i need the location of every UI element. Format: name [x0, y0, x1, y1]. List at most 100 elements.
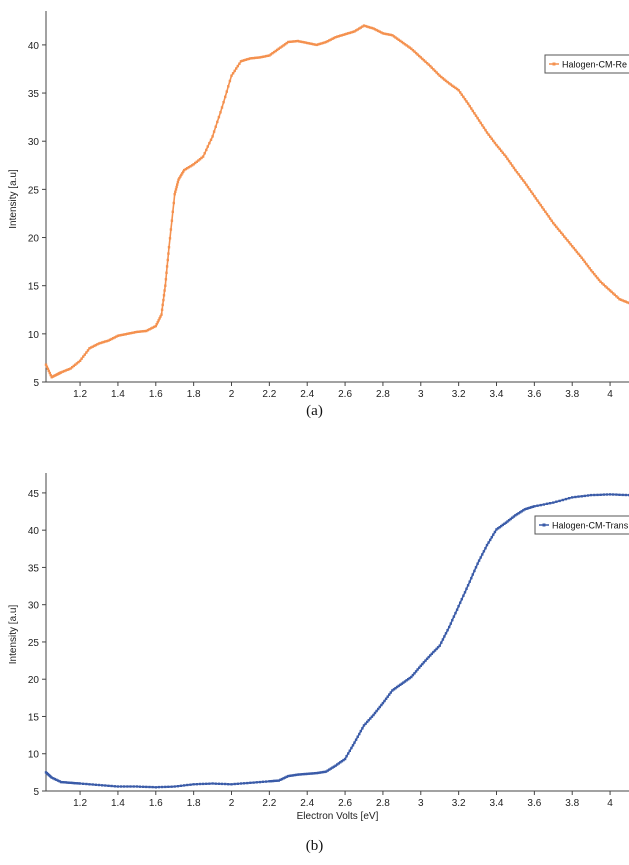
- data-point: [53, 777, 56, 781]
- data-point: [216, 120, 219, 124]
- data-point: [353, 30, 356, 33]
- y-tick-label: 35: [28, 89, 40, 100]
- data-point: [414, 670, 418, 673]
- data-point: [272, 779, 276, 783]
- data-point: [433, 649, 437, 652]
- data-point: [507, 159, 511, 163]
- data-point: [165, 265, 169, 268]
- data-point: [481, 124, 484, 127]
- data-point: [418, 666, 421, 669]
- data-point: [552, 221, 555, 225]
- data-point: [589, 269, 593, 272]
- y-tick-label: 30: [28, 601, 40, 612]
- data-point: [181, 172, 184, 175]
- data-point: [293, 773, 296, 777]
- x-tick-label: 3.2: [452, 798, 466, 809]
- data-point: [276, 48, 279, 52]
- data-point: [336, 35, 339, 38]
- data-point: [195, 783, 198, 786]
- data-point: [571, 496, 574, 499]
- data-point: [326, 40, 329, 43]
- x-tick-label: 1.4: [111, 798, 125, 809]
- data-point: [566, 239, 569, 242]
- data-point: [148, 328, 151, 331]
- data-point: [585, 262, 588, 266]
- data-point: [200, 156, 203, 160]
- data-point: [375, 709, 378, 713]
- data-point: [320, 42, 323, 45]
- y-tick-label: 40: [28, 41, 40, 52]
- data-point: [430, 652, 433, 655]
- data-point: [395, 37, 399, 40]
- data-point: [164, 785, 167, 789]
- data-point: [504, 155, 508, 158]
- data-point: [82, 355, 85, 358]
- data-point: [233, 69, 236, 73]
- data-point: [126, 785, 129, 788]
- data-point: [198, 158, 202, 161]
- data-point: [212, 130, 216, 133]
- data-point: [287, 774, 290, 778]
- data-point: [407, 678, 410, 681]
- y-tick-label: 20: [28, 675, 40, 686]
- data-point: [517, 173, 520, 176]
- data-point: [438, 74, 441, 77]
- data-point: [375, 28, 378, 32]
- data-point: [560, 231, 563, 234]
- y-tick-label: 15: [28, 282, 40, 293]
- data-point: [418, 54, 421, 58]
- data-point: [589, 493, 593, 497]
- data-point: [384, 32, 388, 36]
- data-point: [369, 717, 372, 720]
- data-point: [343, 33, 347, 36]
- data-point: [186, 783, 189, 787]
- data-point: [112, 337, 115, 340]
- data-point: [167, 252, 170, 255]
- data-point: [342, 33, 345, 36]
- data-point: [170, 785, 173, 788]
- data-point: [432, 650, 435, 654]
- x-tick-label: 2: [229, 798, 235, 809]
- data-point: [372, 713, 375, 717]
- data-point: [174, 188, 178, 191]
- data-point: [490, 536, 493, 539]
- data-point: [71, 781, 74, 785]
- data-point: [91, 345, 94, 348]
- data-point: [388, 693, 391, 696]
- x-tick-label: 1.8: [187, 798, 201, 809]
- data-point: [269, 780, 273, 783]
- data-point: [567, 497, 571, 500]
- data-point: [50, 776, 53, 779]
- data-point: [283, 43, 287, 46]
- data-point: [132, 785, 135, 788]
- data-point: [332, 36, 336, 40]
- data-point: [252, 781, 255, 784]
- data-point: [378, 705, 381, 709]
- data-point: [422, 661, 426, 664]
- data-point: [110, 784, 113, 788]
- data-point: [176, 785, 180, 788]
- data-point: [599, 280, 602, 283]
- data-point: [157, 319, 160, 322]
- data-point: [142, 330, 145, 333]
- data-point: [169, 228, 173, 231]
- data-point: [567, 241, 571, 244]
- data-point: [334, 36, 337, 39]
- data-point: [413, 672, 416, 675]
- data-point: [235, 67, 238, 70]
- data-point: [440, 75, 443, 79]
- data-point: [326, 769, 329, 772]
- data-point: [186, 167, 189, 170]
- data-point: [580, 495, 583, 498]
- data-point: [211, 135, 214, 138]
- data-point: [596, 493, 599, 497]
- data-point: [274, 779, 277, 782]
- data-point: [56, 779, 60, 782]
- data-point: [531, 192, 534, 196]
- data-point: [299, 773, 303, 776]
- data-point: [206, 145, 209, 148]
- data-point: [345, 755, 348, 758]
- data-point: [520, 510, 523, 513]
- data-point: [528, 506, 531, 509]
- data-point: [107, 784, 110, 787]
